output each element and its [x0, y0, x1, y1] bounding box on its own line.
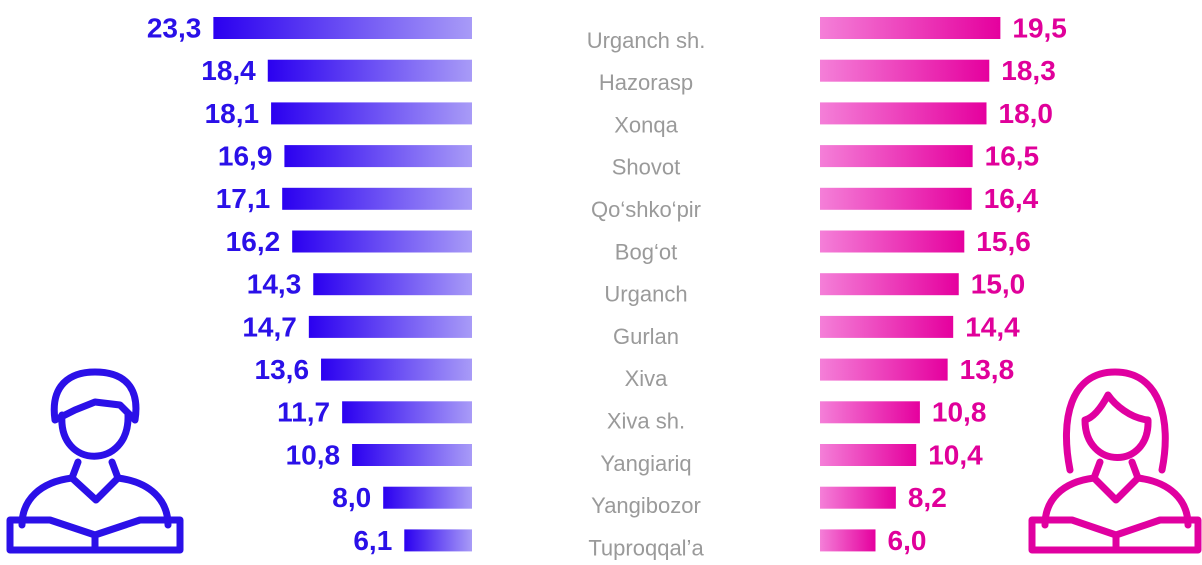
bar	[820, 529, 876, 552]
bar	[404, 529, 472, 552]
bar	[313, 273, 472, 296]
value-label: 14,4	[965, 311, 1020, 342]
value-label: 23,3	[147, 12, 202, 43]
value-label: 16,5	[985, 140, 1040, 171]
bar	[308, 315, 472, 338]
value-label: 13,8	[960, 354, 1015, 385]
value-label: 18,3	[1001, 55, 1056, 86]
value-label: 15,6	[976, 226, 1031, 257]
bar	[820, 102, 987, 125]
male-icon	[6, 368, 184, 554]
value-label: 13,6	[255, 354, 310, 385]
bar	[820, 145, 973, 168]
category-label: Tuproqqal’a	[588, 535, 704, 560]
category-label: Qo‘shko‘pir	[591, 197, 701, 222]
value-label: 6,0	[888, 525, 927, 556]
category-label: Gurlan	[613, 324, 679, 349]
bar	[267, 59, 472, 82]
value-label: 16,9	[218, 140, 273, 171]
bar	[820, 444, 917, 466]
bar	[820, 230, 965, 253]
bar	[820, 401, 920, 424]
value-label: 17,1	[216, 183, 271, 214]
category-label: Hazorasp	[599, 70, 693, 95]
category-label: Urganch	[604, 282, 687, 307]
bar	[284, 145, 472, 168]
category-label: Yangibozor	[591, 493, 701, 518]
value-label: 6,1	[353, 525, 392, 556]
female-icon	[1028, 368, 1202, 554]
bar	[820, 59, 990, 82]
bar	[352, 444, 472, 466]
category-label: Xonqa	[614, 112, 678, 137]
value-label: 18,1	[205, 98, 260, 129]
value-label: 10,4	[928, 439, 983, 470]
value-label: 16,4	[984, 183, 1039, 214]
bar	[820, 273, 959, 296]
value-label: 10,8	[932, 397, 987, 428]
value-label: 18,0	[999, 98, 1054, 129]
value-label: 14,3	[247, 269, 302, 300]
category-label: Shovot	[612, 155, 681, 180]
value-label: 11,7	[277, 397, 330, 428]
bar	[342, 401, 472, 424]
bar	[820, 486, 896, 509]
value-label: 18,4	[201, 55, 256, 86]
bar	[820, 358, 948, 381]
value-label: 14,7	[242, 311, 297, 342]
category-label: Bog‘ot	[615, 239, 677, 264]
bar	[820, 17, 1001, 39]
value-label: 10,8	[286, 439, 341, 470]
value-label: 19,5	[1012, 12, 1067, 43]
bar	[282, 187, 472, 210]
value-label: 8,2	[908, 482, 947, 513]
category-label: Xiva	[625, 366, 669, 391]
category-label: Urganch sh.	[587, 28, 706, 53]
bar	[383, 486, 472, 509]
category-label: Xiva sh.	[607, 409, 685, 434]
category-label: Yangiariq	[600, 451, 691, 476]
value-label: 8,0	[332, 482, 371, 513]
value-label: 16,2	[226, 226, 281, 257]
bar	[292, 230, 472, 253]
bar	[321, 358, 472, 381]
value-label: 15,0	[971, 269, 1026, 300]
bar	[820, 187, 972, 210]
bar	[271, 102, 472, 125]
bar	[213, 17, 472, 39]
bar	[820, 315, 954, 338]
